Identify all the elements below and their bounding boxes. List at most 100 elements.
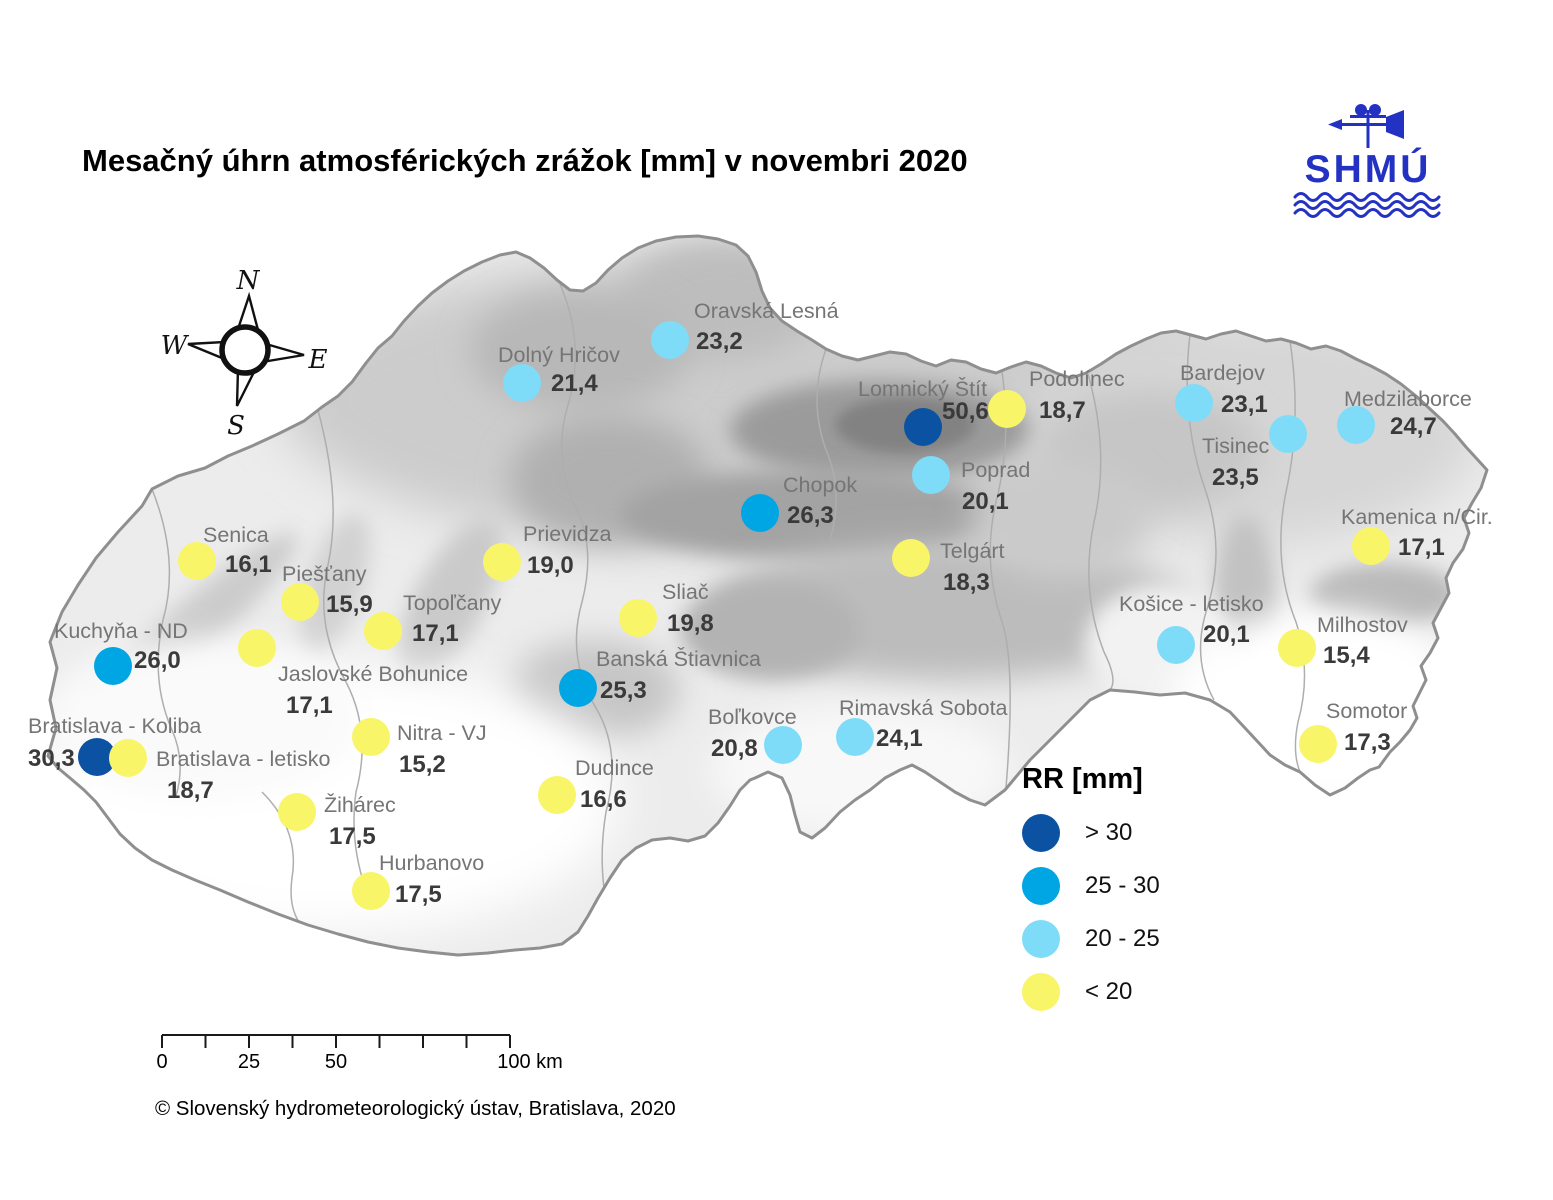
page-title: Mesačný úhrn atmosférických zrážok [mm] … [82,143,968,178]
station-dot [281,583,319,621]
station-value: 23,2 [696,328,743,355]
station-name: Sliač [662,580,709,604]
station-value: 19,0 [527,552,574,579]
station-name: Banská Štiavnica [596,647,761,671]
station-dot [352,718,390,756]
station-name: Hurbanovo [379,851,485,875]
station-value: 15,9 [326,591,373,618]
legend-color-dot [1022,867,1060,905]
station-dot [988,390,1026,428]
station-value: 21,4 [551,370,598,397]
station-value: 50,6 [942,398,989,425]
legend-item: 25 - 30 [1022,867,1160,905]
legend-label: > 30 [1085,819,1133,846]
copyright: © Slovenský hydrometeorologický ústav, B… [155,1097,676,1120]
legend: RR [mm] > 30 25 - 30 20 - 25 < 20 [1022,763,1160,1011]
station-dot [238,629,276,667]
station-name: Piešťany [282,562,367,586]
station-name: Bardejov [1180,361,1265,385]
scalebar-label: 50 [325,1051,347,1073]
station-dot [503,364,541,402]
station-dot [109,739,147,777]
station-value: 16,6 [580,786,627,813]
station-dot [94,647,132,685]
station-dot [483,543,521,581]
station-value: 20,1 [1203,621,1250,648]
station-value: 24,7 [1390,413,1437,440]
station-name: Kamenica n/Cir. [1341,505,1493,529]
station-value: 17,5 [329,823,376,850]
station-name: Kuchyňa - ND [54,619,188,643]
station-dot [912,456,950,494]
legend-color-dot [1022,814,1060,852]
station-name: Boľkovce [708,705,797,729]
shmu-logo-text: SHMÚ [1304,148,1432,191]
station-name: Rimavská Sobota [839,696,1008,720]
station-name: Somotor [1326,699,1408,723]
station-dot [741,494,779,532]
station-value: 17,5 [395,881,442,908]
station-dot [619,599,657,637]
station-name: Nitra - VJ [397,721,487,745]
scalebar-label: 100 km [497,1051,563,1073]
station-dot [559,669,597,707]
compass-s-label: S [227,411,245,441]
station-name: Topoľčany [403,591,502,615]
relief-shading [48,240,1480,935]
compass-west-point [187,340,226,360]
station-value: 17,3 [1344,729,1391,756]
scale-bar: 0 25 50 100 km [156,1034,563,1073]
compass-circle [219,324,271,376]
station-value: 24,1 [876,725,923,752]
station-name: Žihárec [324,793,396,817]
legend-label: 20 - 25 [1085,925,1160,952]
station-dot [538,776,576,814]
station-dot [904,408,942,446]
station-name: Jaslovské Bohunice [278,662,469,686]
station-name: Lomnický Štít [858,377,988,401]
station-value: 15,2 [399,751,446,778]
station-dot [364,612,402,650]
compass-n-label: N [236,266,261,296]
station-dot [1269,415,1307,453]
compass-east-point [264,342,305,363]
station-dot [1337,406,1375,444]
station-dot [1352,527,1390,565]
legend-color-dot [1022,973,1060,1011]
station-value: 18,7 [167,777,214,804]
station-dot [352,872,390,910]
station-value: 23,5 [1212,464,1259,491]
station-dot [178,542,216,580]
station-value: 20,8 [711,735,758,762]
station-dot [1299,725,1337,763]
legend-label: < 20 [1085,978,1133,1005]
station-value: 25,3 [600,677,647,704]
station-dot [1157,626,1195,664]
station-name: Prievidza [523,522,612,546]
scalebar-label: 25 [238,1051,260,1073]
compass-e-label: E [308,345,328,375]
station-value: 17,1 [412,620,459,647]
station-name: Poprad [961,458,1031,482]
station-dot [278,793,316,831]
station-name: Medzilaborce [1344,387,1472,411]
legend-item: > 30 [1022,814,1160,852]
station-value: 26,3 [787,502,834,529]
station-value: 15,4 [1323,642,1370,669]
station-name: Dolný Hričov [498,343,620,367]
station-value: 30,3 [28,745,75,772]
scalebar-label: 0 [156,1051,167,1073]
legend-color-dot [1022,920,1060,958]
station-name: Oravská Lesná [694,299,839,323]
station-dot [1278,629,1316,667]
station-dot [892,539,930,577]
station-name: Milhostov [1317,613,1408,637]
station-value: 26,0 [134,647,181,674]
waves-icon [1293,192,1441,218]
station-value: 23,1 [1221,391,1268,418]
station-name: Košice - letisko [1119,592,1264,616]
legend-item: < 20 [1022,973,1160,1011]
station-value: 17,1 [1398,534,1445,561]
station-name: Bratislava - Koliba [28,714,202,738]
